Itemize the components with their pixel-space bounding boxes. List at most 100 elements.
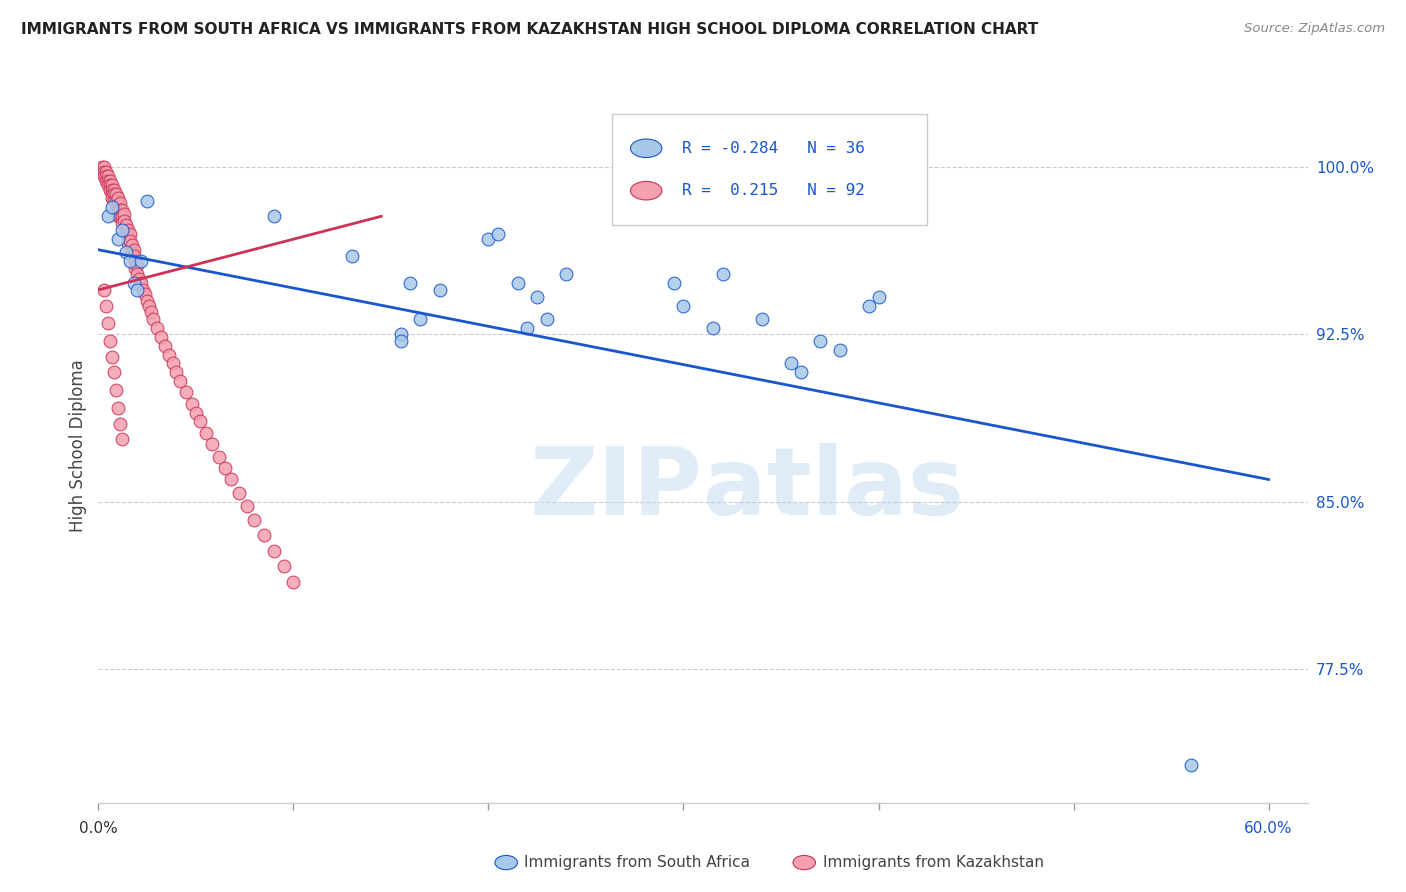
Point — [91, 160, 114, 174]
Point — [117, 235, 139, 250]
Point — [104, 194, 127, 208]
Point — [107, 209, 129, 223]
Point — [516, 320, 538, 334]
Point — [101, 186, 124, 201]
Point — [526, 289, 548, 303]
Point — [107, 231, 129, 245]
Point — [96, 298, 118, 312]
Point — [104, 383, 127, 397]
Point — [93, 169, 115, 183]
Point — [536, 311, 558, 326]
Point — [253, 528, 276, 542]
Point — [117, 222, 139, 236]
Point — [263, 209, 285, 223]
Point — [858, 298, 880, 312]
Point — [97, 316, 120, 330]
Point — [111, 202, 134, 217]
Point — [429, 283, 451, 297]
Point — [153, 338, 176, 352]
Point — [662, 276, 685, 290]
Point — [399, 276, 422, 290]
Point — [98, 178, 121, 192]
Text: R =  0.215   N = 92: R = 0.215 N = 92 — [682, 183, 865, 198]
Text: 60.0%: 60.0% — [1244, 821, 1294, 836]
Point — [194, 425, 217, 440]
Point — [96, 164, 118, 178]
Point — [103, 186, 125, 201]
Point — [101, 350, 124, 364]
FancyBboxPatch shape — [613, 114, 927, 225]
Point — [101, 178, 124, 192]
Point — [91, 164, 114, 178]
Point — [162, 356, 184, 370]
Point — [142, 311, 165, 326]
Point — [108, 417, 131, 431]
Point — [108, 209, 131, 223]
Point — [506, 276, 529, 290]
Point — [118, 234, 141, 248]
Point — [208, 450, 231, 464]
Text: R = -0.284   N = 36: R = -0.284 N = 36 — [682, 141, 865, 156]
Point — [389, 327, 412, 342]
Point — [200, 436, 222, 450]
Point — [122, 243, 145, 257]
Point — [124, 253, 146, 268]
Point — [263, 543, 285, 558]
Point — [97, 178, 120, 192]
Point — [136, 293, 159, 308]
Point — [283, 574, 305, 589]
Point — [702, 320, 724, 334]
Point — [93, 160, 115, 174]
Point — [751, 311, 773, 326]
Circle shape — [630, 181, 662, 200]
Point — [107, 401, 129, 415]
Text: Immigrants from Kazakhstan: Immigrants from Kazakhstan — [823, 855, 1043, 870]
Point — [107, 191, 129, 205]
Point — [103, 365, 125, 379]
Point — [104, 200, 127, 214]
Point — [124, 260, 146, 275]
Point — [112, 213, 135, 227]
Point — [128, 271, 150, 285]
Point — [868, 289, 890, 303]
Point — [108, 195, 131, 210]
Point — [273, 559, 295, 574]
Point — [1180, 757, 1202, 772]
Point — [555, 267, 578, 281]
Point — [107, 198, 129, 212]
Point — [111, 216, 134, 230]
Point — [127, 258, 149, 272]
Point — [181, 396, 204, 410]
Point — [98, 334, 121, 348]
Point — [103, 194, 125, 208]
Text: atlas: atlas — [703, 442, 965, 535]
Point — [93, 283, 115, 297]
Point — [117, 229, 139, 244]
Point — [118, 253, 141, 268]
Circle shape — [630, 139, 662, 158]
Point — [136, 194, 159, 208]
Point — [122, 249, 145, 263]
Point — [389, 334, 412, 348]
Point — [243, 512, 266, 526]
Point — [214, 461, 236, 475]
Point — [111, 209, 134, 223]
Point — [107, 204, 129, 219]
Text: Source: ZipAtlas.com: Source: ZipAtlas.com — [1244, 22, 1385, 36]
Y-axis label: High School Diploma: High School Diploma — [69, 359, 87, 533]
Point — [169, 374, 191, 388]
Point — [139, 305, 162, 319]
Point — [789, 365, 811, 379]
Point — [779, 356, 801, 370]
Text: IMMIGRANTS FROM SOUTH AFRICA VS IMMIGRANTS FROM KAZAKHSTAN HIGH SCHOOL DIPLOMA C: IMMIGRANTS FROM SOUTH AFRICA VS IMMIGRAN… — [21, 22, 1039, 37]
Point — [108, 202, 131, 217]
Point — [486, 227, 509, 241]
Point — [235, 499, 257, 513]
Point — [121, 244, 143, 259]
Point — [93, 164, 115, 178]
Point — [127, 283, 149, 297]
Point — [340, 249, 363, 263]
Point — [188, 414, 211, 428]
Point — [228, 485, 250, 500]
Point — [97, 169, 120, 183]
